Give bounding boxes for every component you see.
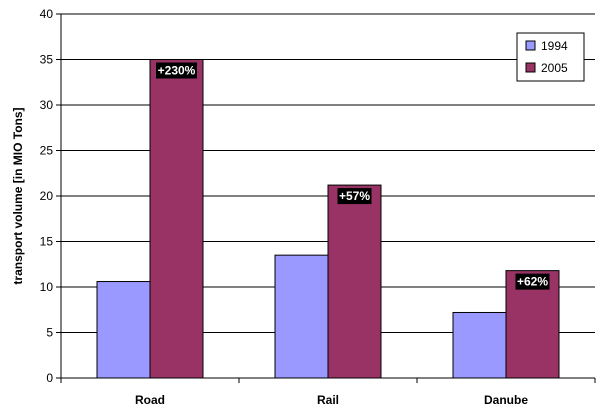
bar-road-1994 xyxy=(96,281,151,379)
legend: 1994 2005 xyxy=(516,32,585,82)
bar-rail-2005 xyxy=(327,184,382,379)
bar-rail-1994 xyxy=(274,254,329,379)
annotation-box xyxy=(337,188,372,205)
y-tick-label: 25 xyxy=(40,144,54,158)
x-tick-label: Road xyxy=(135,393,165,407)
y-axis-title: transport volume [in MIO Tons] xyxy=(11,107,25,284)
y-tick-label: 40 xyxy=(40,7,54,21)
legend-swatch-1994 xyxy=(525,40,536,51)
bars xyxy=(96,59,560,379)
y-tick-label: 5 xyxy=(46,326,53,340)
annotation-label: +62% xyxy=(517,275,548,289)
annotation-label: +230% xyxy=(158,64,196,78)
annotations: +230% +57% +62% xyxy=(156,62,550,290)
y-tick-label: 15 xyxy=(40,235,54,249)
legend-label: 1994 xyxy=(541,39,568,53)
y-tick-label: 35 xyxy=(40,53,54,67)
x-ticks: Road Rail Danube xyxy=(60,378,596,407)
annotation-box xyxy=(515,273,550,290)
y-tick-label: 10 xyxy=(40,280,54,294)
y-ticks: 0 5 10 15 20 25 30 35 40 xyxy=(40,7,61,385)
bar-road-2005 xyxy=(149,59,204,379)
y-tick-label: 0 xyxy=(46,371,53,385)
legend-label: 2005 xyxy=(541,61,568,75)
x-tick-label: Danube xyxy=(484,393,528,407)
x-tick-label: Rail xyxy=(317,393,339,407)
annotation-box xyxy=(156,62,197,79)
legend-swatch-2005 xyxy=(525,62,536,73)
bar-danube-1994 xyxy=(452,311,507,379)
annotation-label: +57% xyxy=(339,189,370,203)
y-tick-label: 30 xyxy=(40,98,54,112)
y-tick-label: 20 xyxy=(40,189,54,203)
